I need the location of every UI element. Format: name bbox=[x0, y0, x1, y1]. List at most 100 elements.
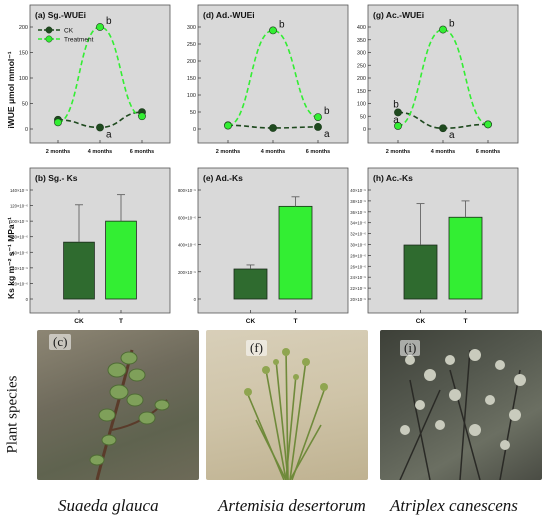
panel-a-point-treatment-0 bbox=[54, 118, 62, 127]
species-name-atriplex: Atriplex canescens bbox=[390, 496, 518, 515]
panel-e-frame bbox=[197, 167, 349, 314]
legend-swatch-marker bbox=[45, 26, 53, 34]
panel-g-point-treatment-0 bbox=[394, 122, 402, 130]
panel-a-xtick-label: 2 months bbox=[46, 149, 70, 155]
panel-h-ytick-label: 40×10⁻⁶ bbox=[350, 188, 366, 193]
legend-entry: Treatment bbox=[64, 37, 94, 44]
panel-a-ytick-label: 50 bbox=[22, 102, 28, 108]
panel-d-significance-label: b bbox=[324, 106, 330, 117]
panel-b-ytick-label: 80×10⁻⁶ bbox=[12, 235, 28, 240]
panel-g-significance-label: b bbox=[393, 99, 399, 110]
panel-h-bar-ck bbox=[403, 244, 438, 300]
panel-a-significance-label: a bbox=[106, 129, 112, 140]
panel-a-xtick-label: 4 months bbox=[88, 149, 112, 155]
iwue-y-axis-label: iWUE μmol mmol⁻¹ bbox=[6, 51, 16, 128]
panel-d-frame bbox=[197, 4, 349, 144]
panel-h-ytick-label: 20×10⁻⁶ bbox=[350, 297, 366, 302]
panel-a-point-treatment-1 bbox=[96, 23, 104, 31]
panel-h-ytick-label: 24×10⁻⁶ bbox=[350, 275, 366, 280]
panel-b-bar-ck bbox=[63, 241, 95, 300]
panel-a-title: (a) Sg.-WUEi bbox=[35, 10, 86, 20]
panel-b-title: (b) Sg.- Ks bbox=[35, 173, 78, 183]
panel-g-ytick-label: 350 bbox=[357, 38, 366, 44]
panel-g-ytick-label: 400 bbox=[357, 25, 366, 31]
panel-b-ytick-label: 140×10⁻⁶ bbox=[10, 188, 28, 193]
panel-a-significance-label: b bbox=[106, 16, 112, 27]
panel-b-ytick-label: 100×10⁻⁶ bbox=[10, 219, 28, 224]
panel-g-significance-label: b bbox=[449, 19, 455, 30]
panel-d-point-treatment-0 bbox=[224, 121, 232, 130]
panel-e-title: (e) Ad.-Ks bbox=[203, 173, 243, 183]
panel-d-point-ck-2 bbox=[314, 123, 322, 131]
photo-letter-c: (c) bbox=[49, 334, 72, 350]
panel-g-ytick-label: 250 bbox=[357, 63, 366, 69]
atriplex-canescens-photo: (i) bbox=[380, 330, 542, 481]
panel-g-significance-label: a bbox=[393, 115, 399, 126]
panel-g-ytick-label: 0 bbox=[363, 127, 366, 133]
panel-g-point-ck-1 bbox=[439, 124, 447, 133]
legend-swatch-marker bbox=[45, 35, 53, 43]
panel-g-xtick-label: 6 months bbox=[476, 149, 500, 155]
panel-b-frame bbox=[29, 167, 171, 314]
panel-a-ytick-label: 150 bbox=[19, 51, 28, 57]
panel-e-bar-ck bbox=[233, 268, 268, 300]
plant-species-row-label: Plant species bbox=[4, 375, 21, 454]
panel-g-title: (g) Ac.-WUEi bbox=[373, 10, 424, 20]
panel-e-xtick-label: T bbox=[294, 318, 298, 325]
panel-e-ytick-label: 400×10⁻⁶ bbox=[178, 243, 196, 248]
panel-e-ytick-label: 800×10⁻⁶ bbox=[178, 188, 196, 193]
suaeda-glauca-photo: (c) bbox=[37, 330, 199, 481]
artemisia-desertorum-drawing bbox=[244, 348, 328, 481]
panel-g-ytick-label: 50 bbox=[360, 114, 366, 120]
panel-h-xtick-label: CK bbox=[416, 318, 426, 325]
panel-d-point-treatment-2 bbox=[314, 113, 322, 121]
panel-a-point-treatment-2 bbox=[138, 112, 146, 121]
panel-d-ytick-label: 50 bbox=[190, 110, 196, 116]
panel-g-xtick-label: 2 months bbox=[386, 149, 410, 155]
panel-d-xtick-label: 4 months bbox=[261, 149, 285, 155]
panel-d-xtick-label: 2 months bbox=[216, 149, 240, 155]
panel-h-ytick-label: 22×10⁻⁶ bbox=[350, 286, 366, 291]
suaeda-glauca-drawing bbox=[89, 349, 170, 481]
panel-d-significance-label: a bbox=[324, 129, 330, 140]
panel-e-ytick-label: 0 bbox=[194, 297, 197, 302]
panel-h-ytick-label: 36×10⁻⁶ bbox=[350, 210, 366, 215]
legend-entry: CK bbox=[64, 28, 74, 35]
panel-g-point-treatment-1 bbox=[439, 25, 447, 34]
panel-b-ytick-label: 60×10⁻⁶ bbox=[12, 250, 28, 255]
panel-e-ytick-label: 200×10⁻⁶ bbox=[178, 270, 196, 275]
panel-h-ytick-label: 38×10⁻⁶ bbox=[350, 199, 366, 204]
panel-d-line-ck bbox=[227, 124, 319, 129]
panel-d-title: (d) Ad.-WUEi bbox=[203, 10, 255, 20]
panel-e-ytick-label: 600×10⁻⁶ bbox=[178, 215, 196, 220]
panel-g-ytick-label: 100 bbox=[357, 102, 366, 108]
species-name-artemisia: Artemisia desertorum bbox=[218, 496, 366, 515]
panel-h-xtick-label: T bbox=[464, 318, 468, 325]
panel-d-ytick-label: 200 bbox=[187, 59, 196, 65]
panel-b-ytick-label: 0 bbox=[26, 297, 29, 302]
ks-y-axis-label: Ks kg m⁻² s⁻¹ MPa⁻¹ bbox=[6, 217, 16, 299]
panel-b-ytick-label: 20×10⁻⁶ bbox=[12, 281, 28, 286]
panel-h-ytick-label: 32×10⁻⁶ bbox=[350, 232, 366, 237]
panel-g-ytick-label: 200 bbox=[357, 76, 366, 82]
panel-b-ytick-label: 120×10⁻⁶ bbox=[10, 204, 28, 209]
panel-e-bar-t bbox=[278, 205, 313, 300]
panel-d-ytick-label: 150 bbox=[187, 76, 196, 82]
panel-d-ytick-label: 0 bbox=[193, 127, 196, 133]
panel-d-ytick-label: 100 bbox=[187, 93, 196, 99]
photo-letter-f: (f) bbox=[246, 340, 267, 356]
panel-e-xtick-label: CK bbox=[246, 318, 256, 325]
panel-b-bar-t bbox=[105, 220, 137, 300]
panel-d-xtick-label: 6 months bbox=[306, 149, 330, 155]
panel-h-ytick-label: 34×10⁻⁶ bbox=[350, 221, 366, 226]
panel-h-frame bbox=[367, 167, 519, 314]
photo-letter-i: (i) bbox=[400, 340, 421, 356]
panel-d-significance-label: b bbox=[279, 19, 285, 30]
species-name-suaeda: Suaeda glauca bbox=[58, 496, 159, 515]
panel-h-title: (h) Ac.-Ks bbox=[373, 173, 413, 183]
panel-a-ytick-label: 100 bbox=[19, 76, 28, 82]
panel-a-ytick-label: 0 bbox=[25, 127, 28, 133]
panel-d-ytick-label: 300 bbox=[187, 25, 196, 31]
panel-b-xtick-label: T bbox=[119, 318, 123, 325]
